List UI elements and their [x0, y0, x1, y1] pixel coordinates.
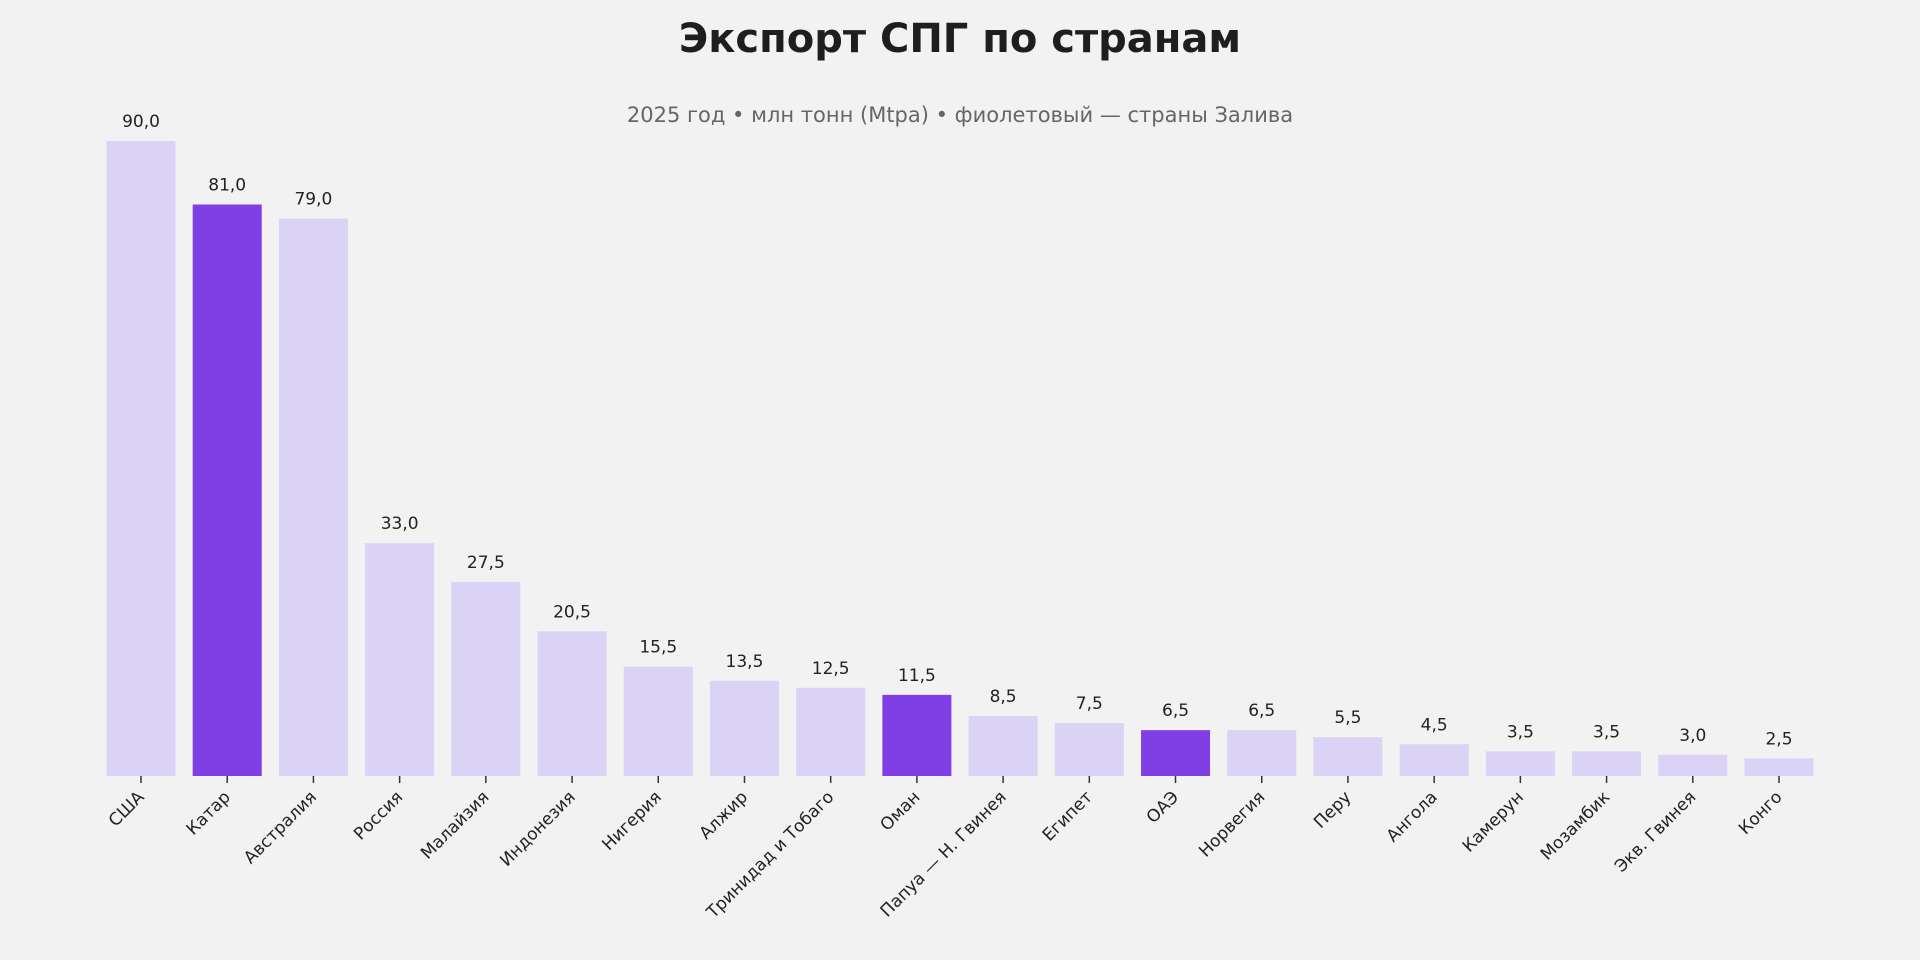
x-tick-label: Малайзия	[417, 787, 493, 863]
value-label: 27,5	[467, 553, 505, 573]
bar	[106, 141, 176, 776]
x-tick-label: Алжир	[696, 787, 752, 843]
value-label: 33,0	[381, 514, 419, 534]
x-tick-label: Россия	[350, 787, 407, 844]
bar	[1744, 758, 1814, 776]
x-tick-label: Экв. Гвинея	[1611, 787, 1700, 876]
bar	[882, 694, 952, 776]
value-label: 20,5	[553, 602, 591, 622]
chart-subtitle: 2025 год • млн тонн (Mtpa) • фиолетовый …	[627, 103, 1293, 127]
x-tick-label: Мозамбик	[1537, 787, 1614, 864]
x-tick-label: Нигерия	[598, 787, 665, 854]
value-label: 6,5	[1162, 701, 1189, 721]
bar	[1141, 730, 1211, 776]
x-tick-label: Конго	[1735, 787, 1787, 839]
value-label: 13,5	[726, 652, 764, 672]
bar	[451, 581, 521, 776]
bar	[796, 687, 866, 776]
bar	[1054, 723, 1124, 776]
x-tick-label: Камерун	[1459, 787, 1528, 856]
x-tick-label: ОАЭ	[1143, 787, 1183, 827]
value-label: 12,5	[812, 659, 850, 679]
bar	[192, 204, 262, 776]
value-label: 11,5	[898, 666, 936, 686]
bar	[1485, 751, 1555, 776]
x-tick-label: США	[105, 787, 149, 831]
bar	[623, 666, 693, 776]
bar	[537, 631, 607, 776]
value-label: 90,0	[122, 112, 160, 132]
value-label: 79,0	[294, 190, 332, 210]
bar	[1658, 754, 1728, 776]
bar	[1399, 744, 1469, 776]
x-tick-label: Норвегия	[1195, 787, 1269, 861]
value-label: 6,5	[1248, 701, 1275, 721]
x-tick-label: Оман	[877, 787, 925, 835]
bar	[1313, 737, 1383, 776]
x-tick-label: Индонезия	[496, 787, 579, 870]
value-label: 3,0	[1679, 726, 1706, 746]
x-tick-label: Ангола	[1383, 787, 1442, 846]
value-label: 2,5	[1765, 729, 1792, 749]
bar	[365, 543, 435, 776]
x-tick-label: Австралия	[240, 787, 321, 868]
value-label: 4,5	[1421, 715, 1448, 735]
bar	[968, 716, 1038, 776]
value-label: 15,5	[639, 638, 677, 658]
x-tick-label: Египет	[1039, 787, 1097, 845]
value-label: 81,0	[208, 176, 246, 196]
x-tick-label: Перу	[1310, 787, 1355, 832]
chart-title: Экспорт СПГ по странам	[679, 16, 1241, 62]
bar	[1227, 730, 1297, 776]
bar	[278, 218, 348, 777]
value-label: 8,5	[990, 687, 1017, 707]
value-label: 7,5	[1076, 694, 1103, 714]
x-tick-label: Катар	[183, 787, 235, 839]
bar	[709, 680, 779, 776]
value-label: 3,5	[1507, 722, 1534, 742]
bar	[1572, 751, 1642, 776]
value-label: 3,5	[1593, 722, 1620, 742]
value-label: 5,5	[1334, 708, 1361, 728]
